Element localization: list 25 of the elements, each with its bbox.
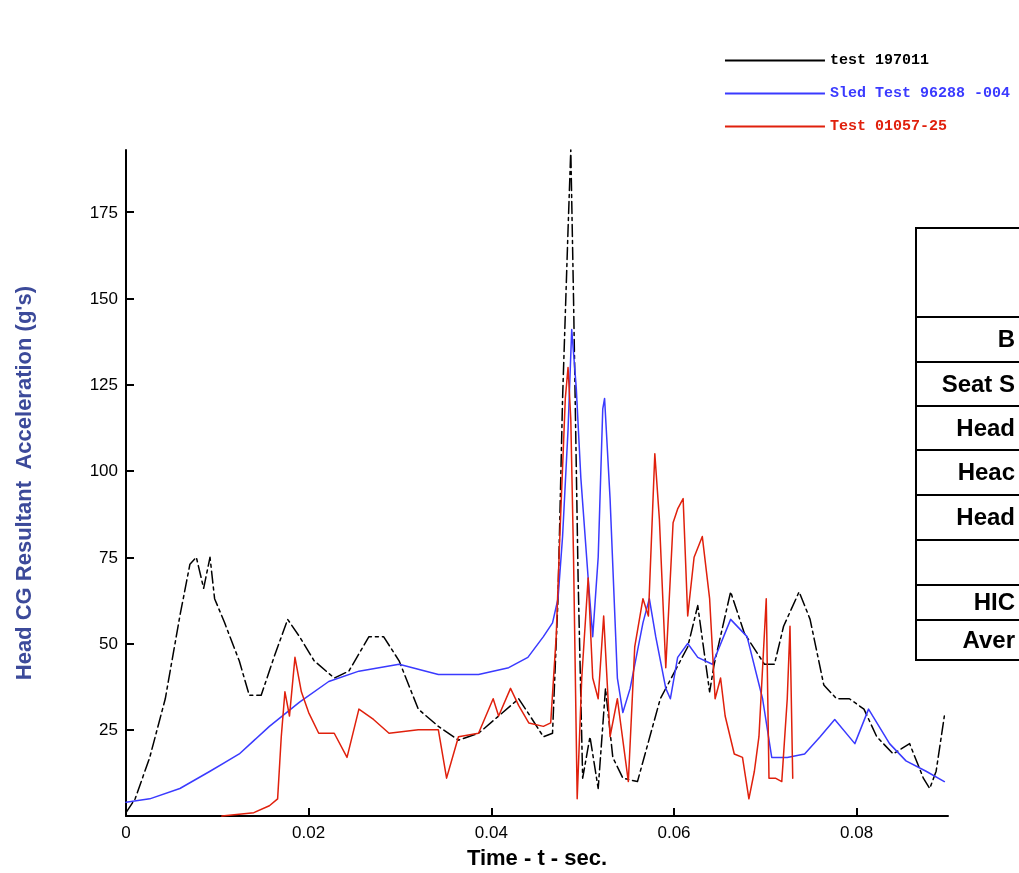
text: B [997,325,1016,352]
y-tick-label: 100 [89,461,118,481]
y-tick-label: 125 [89,375,118,395]
text: Test 01057-25 [829,118,947,135]
text: Sled Test 96288 -004 [829,85,1010,102]
text: test 197011 [829,52,929,69]
y-tick-label: 150 [89,288,118,308]
text: Aver [962,625,1016,653]
x-tick-label: 0.02 [292,823,326,843]
annotation: Seat S [941,369,1015,397]
x-tick-label: 0.08 [840,823,874,843]
text: Heac [957,458,1015,485]
y-tick-label: 25 [99,720,118,740]
x-tick-label: 0.04 [474,823,508,843]
y-tick-label: 50 [99,634,118,654]
x-tick-label: 0 [121,823,131,843]
x-tick-label: 0.06 [657,823,691,843]
y-tick-label: 75 [99,547,118,567]
y-tick-label: 175 [89,202,118,222]
text: Head [956,413,1015,441]
text: HIC [973,588,1016,615]
x-axis-title: Time - t - sec. [466,844,608,870]
y-axis-title: Head CG Resultant Acceleration (g's) [10,285,36,681]
text: Head [956,503,1015,530]
line-series [221,366,794,817]
